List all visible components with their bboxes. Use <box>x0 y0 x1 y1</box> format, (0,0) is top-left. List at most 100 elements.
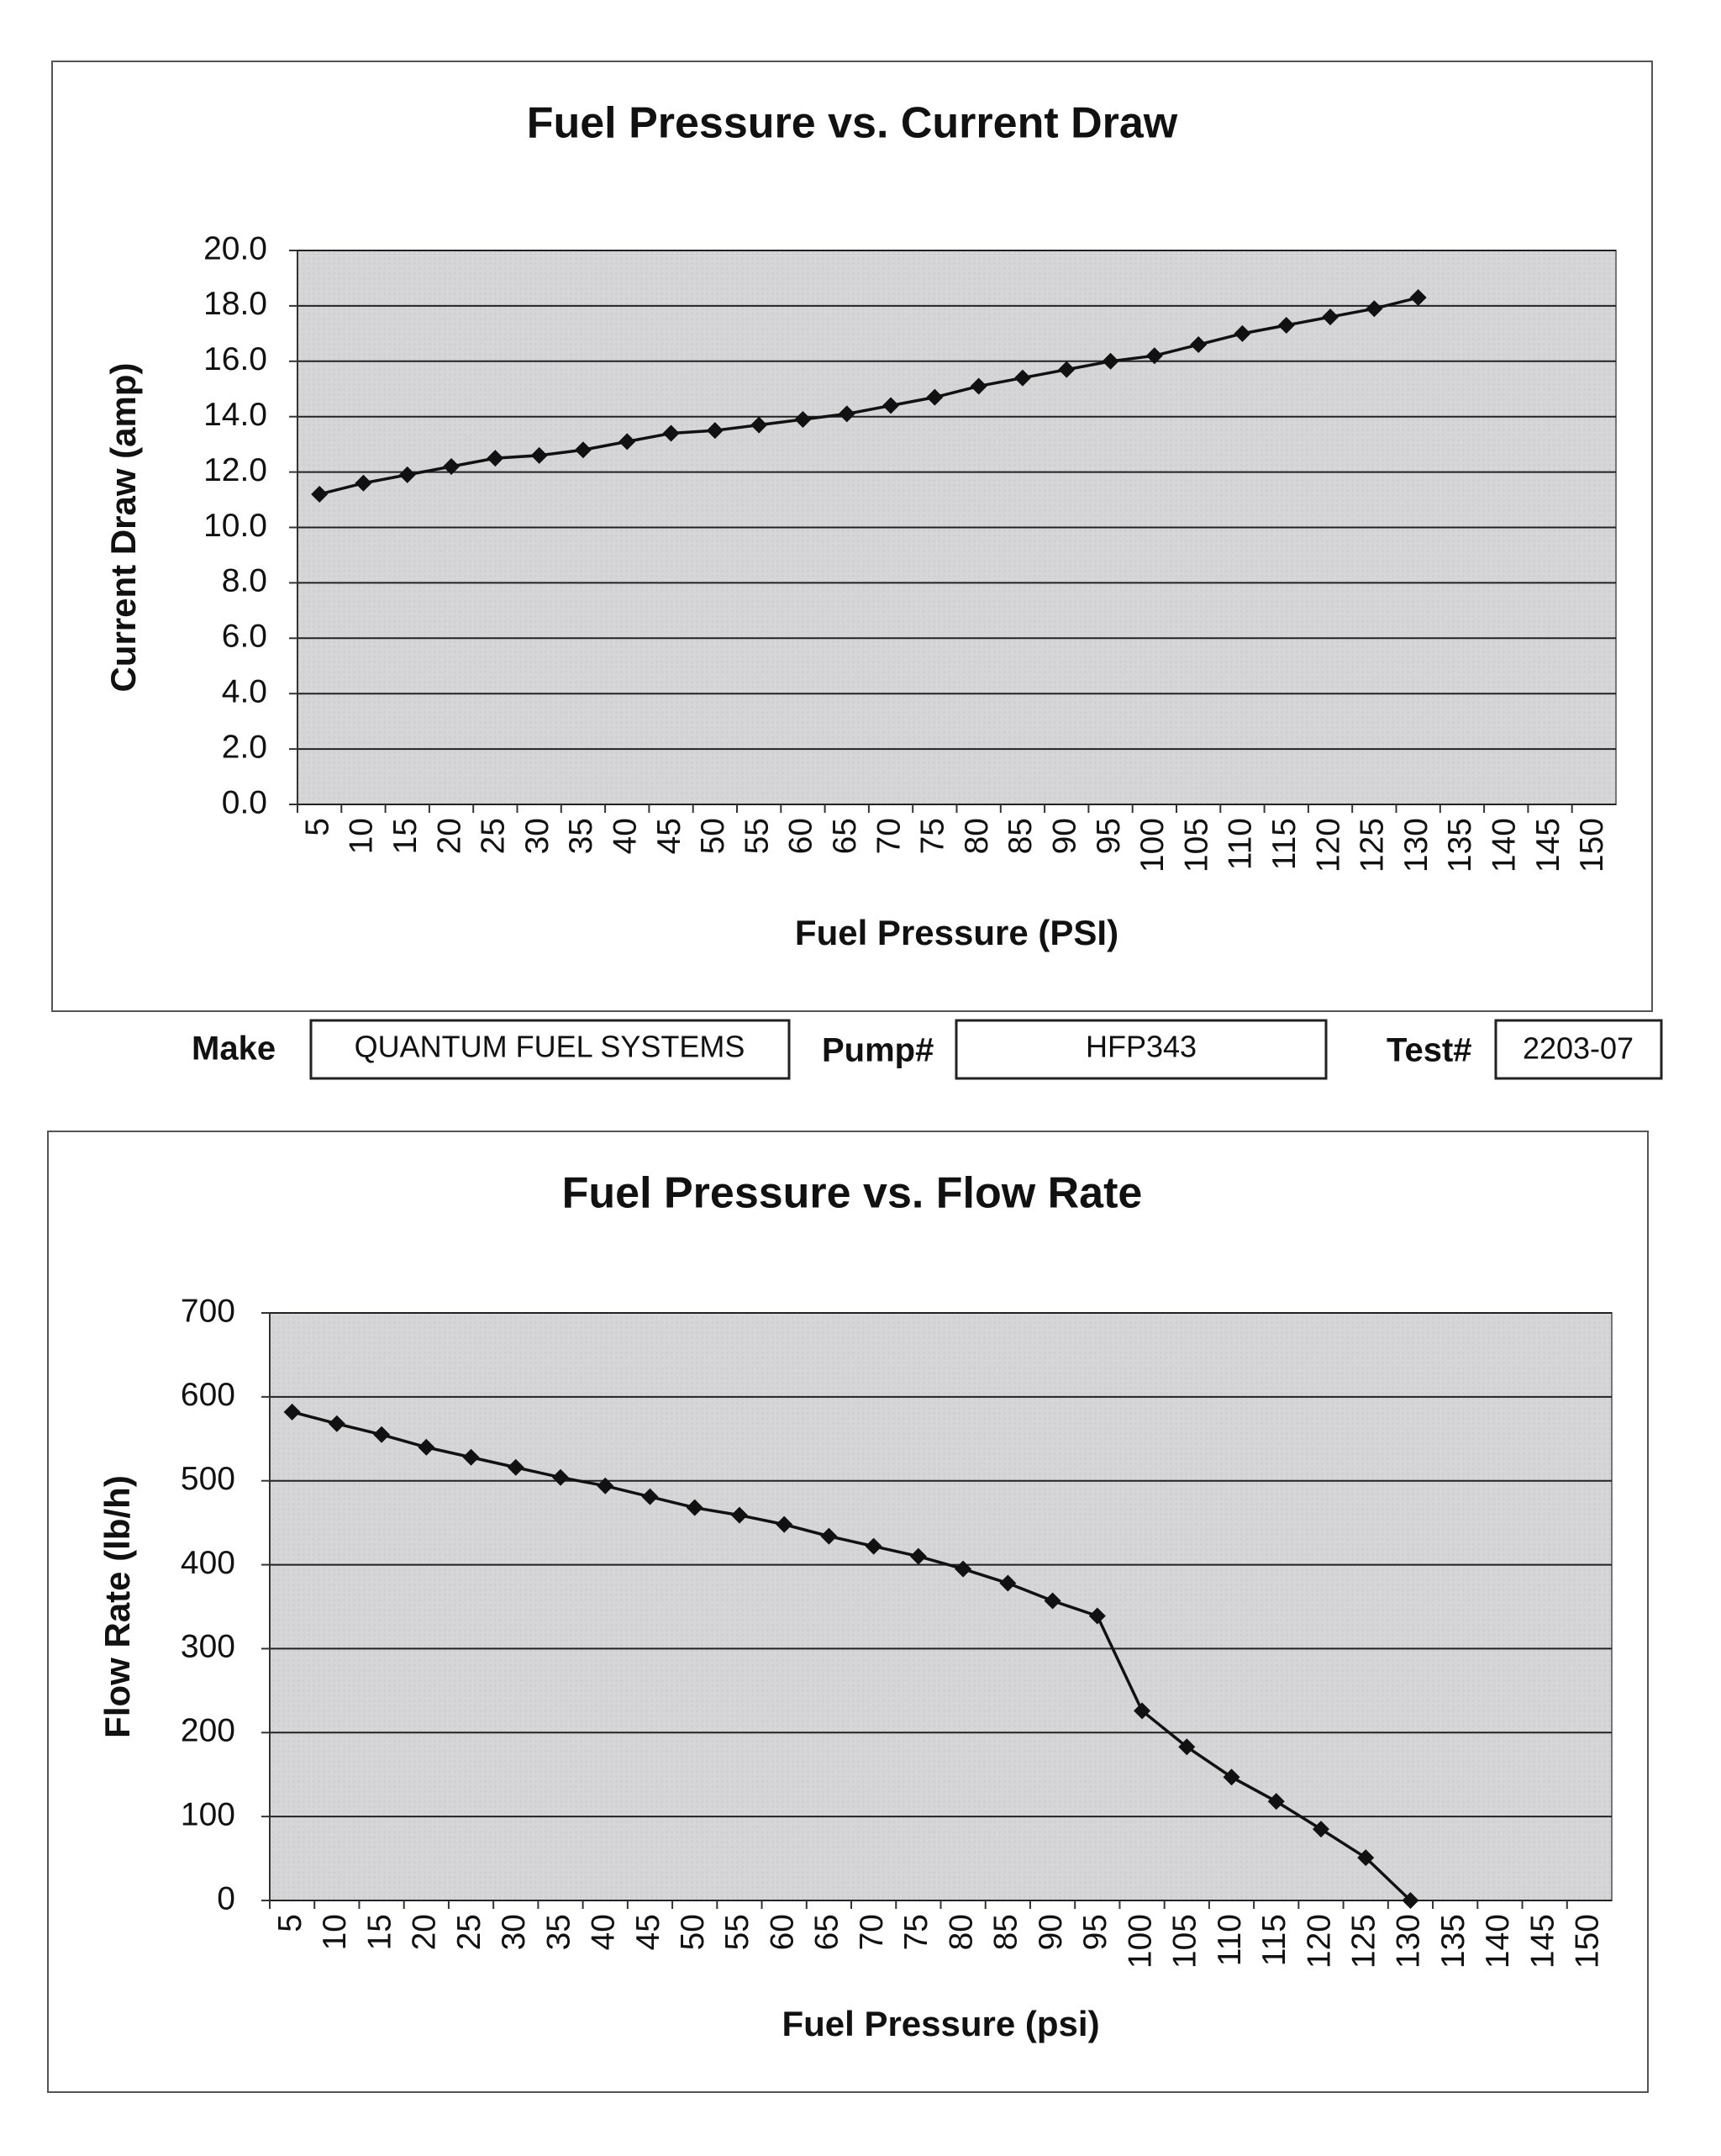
x-tick-label: 90 <box>1047 818 1083 854</box>
y-tick-label: 14.0 <box>203 397 267 433</box>
data-point <box>1409 289 1427 307</box>
x-tick-label: 50 <box>695 818 731 854</box>
x-tick-label: 95 <box>1091 818 1127 854</box>
y-tick-label: 300 <box>181 1629 235 1665</box>
x-tick-label: 20 <box>431 818 467 854</box>
data-point <box>909 1547 927 1565</box>
chart-title: Fuel Pressure vs. Flow Rate <box>562 1169 1143 1218</box>
data-point <box>1102 352 1119 370</box>
field-box <box>1494 1019 1663 1080</box>
data-point <box>794 410 812 428</box>
x-tick-label: 5 <box>299 818 335 836</box>
y-tick-label: 12.0 <box>203 452 267 488</box>
data-point <box>1277 316 1295 334</box>
y-tick-label: 200 <box>181 1713 235 1749</box>
x-tick-label: 120 <box>1310 818 1346 872</box>
x-tick-label: 25 <box>476 818 512 854</box>
x-tick-label: 110 <box>1223 818 1259 870</box>
data-point <box>1088 1607 1106 1625</box>
y-axis-title: Flow Rate (lb/h) <box>97 1475 137 1738</box>
x-tick-label: 50 <box>675 1914 711 1950</box>
y-tick-label: 2.0 <box>222 729 267 765</box>
data-point <box>1234 324 1251 342</box>
y-tick-label: 6.0 <box>222 619 267 655</box>
x-tick-label: 90 <box>1033 1914 1069 1950</box>
x-tick-label: 60 <box>764 1914 800 1950</box>
plot-area <box>269 1312 1613 1901</box>
data-point <box>530 446 548 464</box>
x-tick-label: 75 <box>898 1914 934 1950</box>
data-point <box>970 377 987 395</box>
x-tick-label: 15 <box>387 818 424 854</box>
x-tick-label: 30 <box>496 1914 532 1950</box>
x-tick-label: 65 <box>809 1914 845 1950</box>
x-tick-label: 85 <box>988 1914 1024 1950</box>
x-tick-label: 40 <box>608 818 644 854</box>
y-tick-label: 10.0 <box>203 508 267 544</box>
x-tick-label: 70 <box>871 818 907 854</box>
x-tick-label: 135 <box>1442 818 1478 872</box>
data-point <box>686 1499 703 1516</box>
data-point <box>865 1537 882 1555</box>
data-point <box>730 1506 748 1524</box>
x-tick-label: 45 <box>630 1914 666 1950</box>
x-tick-label: 15 <box>361 1914 397 1950</box>
y-tick-label: 8.0 <box>222 563 267 599</box>
data-point <box>1190 336 1208 354</box>
field-label: Test# <box>1387 1032 1472 1069</box>
data-point <box>283 1403 301 1421</box>
y-tick-label: 20.0 <box>203 230 267 266</box>
x-tick-label: 125 <box>1355 818 1391 872</box>
data-point <box>398 466 416 483</box>
data-point <box>618 433 636 451</box>
data-point <box>1402 1892 1419 1909</box>
x-tick-label: 25 <box>451 1914 487 1950</box>
data-point <box>999 1574 1017 1592</box>
data-point <box>597 1477 614 1494</box>
x-tick-label: 105 <box>1178 818 1214 872</box>
x-tick-label: 140 <box>1480 1914 1516 1969</box>
x-tick-label: 95 <box>1077 1914 1113 1950</box>
data-point <box>820 1527 838 1545</box>
data-point <box>1134 1702 1151 1720</box>
data-point <box>1145 347 1163 365</box>
data-point <box>1357 1849 1375 1867</box>
x-axis-title: Fuel Pressure (PSI) <box>795 913 1118 952</box>
y-tick-label: 400 <box>181 1545 235 1581</box>
y-tick-label: 600 <box>181 1377 235 1413</box>
x-tick-label: 140 <box>1487 818 1523 872</box>
y-tick-label: 0.0 <box>222 784 267 820</box>
x-tick-label: 145 <box>1524 1914 1560 1969</box>
x-tick-label: 70 <box>854 1914 890 1950</box>
chart-title: Fuel Pressure vs. Current Draw <box>527 99 1178 148</box>
data-point <box>462 1448 480 1466</box>
data-point <box>311 485 329 503</box>
x-tick-label: 80 <box>959 818 995 854</box>
x-tick-label: 150 <box>1570 1914 1606 1969</box>
x-tick-label: 80 <box>943 1914 979 1950</box>
data-point <box>552 1468 570 1486</box>
y-axis-title: Current Draw (amp) <box>103 362 143 692</box>
y-tick-label: 0 <box>217 1880 235 1916</box>
data-point <box>1223 1769 1240 1786</box>
y-tick-label: 16.0 <box>203 341 267 377</box>
data-point <box>328 1415 345 1432</box>
x-tick-label: 110 <box>1212 1914 1248 1966</box>
x-tick-label: 115 <box>1266 818 1303 870</box>
data-point <box>955 1560 972 1578</box>
y-tick-label: 4.0 <box>222 673 267 709</box>
x-tick-label: 85 <box>1003 818 1039 854</box>
data-point <box>838 405 855 423</box>
x-tick-label: 115 <box>1256 1914 1292 1966</box>
data-point <box>926 388 944 406</box>
y-tick-label: 100 <box>181 1796 235 1832</box>
data-line <box>292 1410 1412 1902</box>
data-point <box>443 458 461 476</box>
x-tick-label: 40 <box>586 1914 622 1950</box>
field-label: Pump# <box>822 1032 934 1069</box>
data-point <box>355 474 372 492</box>
data-point <box>1178 1738 1196 1756</box>
x-tick-label: 35 <box>563 818 599 854</box>
data-point <box>662 424 680 442</box>
